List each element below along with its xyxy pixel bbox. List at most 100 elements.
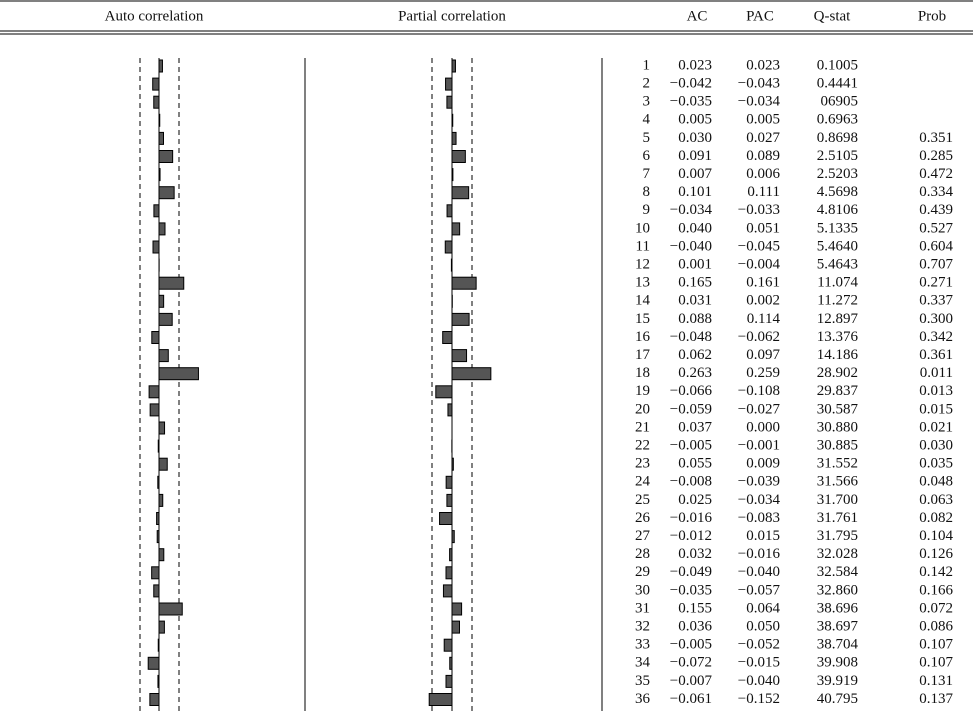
q-stat: 13.376 [817, 329, 859, 345]
pac-bar [451, 276, 477, 290]
pac-value: −0.034 [738, 492, 781, 508]
column-header: Prob [918, 8, 946, 24]
ac-value: 0.032 [678, 546, 712, 562]
pac-value: −0.057 [738, 582, 781, 598]
pac-value: 0.002 [746, 293, 780, 309]
ac-value: 0.088 [678, 311, 712, 327]
lag: 27 [635, 528, 651, 544]
pac-bar [451, 131, 457, 145]
prob: 0.013 [919, 383, 953, 399]
pac-bar [451, 59, 456, 73]
pac-value: −0.045 [738, 238, 780, 254]
ac-bar [158, 150, 174, 163]
ac-bar [158, 113, 161, 127]
prob: 0.035 [919, 456, 953, 472]
ac-value: 0.001 [678, 257, 712, 273]
pac-value: 0.259 [746, 365, 780, 381]
pac-bar [446, 95, 453, 109]
pac-bar [451, 620, 460, 634]
q-stat: 11.074 [817, 275, 858, 291]
ac-value: −0.005 [670, 637, 712, 653]
pac-value: 0.000 [746, 419, 780, 435]
pac-value: −0.034 [738, 94, 781, 110]
ac-bar [158, 620, 165, 634]
pac-bar [451, 457, 454, 471]
ac-value: 0.037 [678, 419, 712, 435]
lag: 13 [635, 275, 650, 291]
ac-value: 0.031 [678, 293, 712, 309]
pac-value: −0.083 [738, 510, 780, 526]
pac-value: 0.111 [747, 184, 780, 200]
pac-bar [451, 186, 470, 200]
pac-value: 0.161 [746, 275, 780, 291]
ac-value: −0.008 [670, 474, 712, 490]
pac-bar [446, 204, 453, 218]
q-stat: 0.6963 [817, 112, 858, 128]
prob: 0.063 [919, 492, 953, 508]
pac-bar [451, 222, 461, 236]
prob: 0.472 [919, 166, 953, 182]
q-stat: 14.186 [817, 347, 859, 363]
ac-bar [158, 421, 166, 435]
q-stat: 5.1335 [817, 220, 858, 236]
lag: 23 [635, 456, 650, 472]
q-stat: 39.908 [817, 655, 858, 671]
prob: 0.707 [919, 257, 953, 273]
lag: 35 [635, 673, 650, 689]
pac-value: −0.052 [738, 637, 780, 653]
pac-value: −0.004 [738, 257, 781, 273]
ac-value: −0.035 [670, 94, 712, 110]
lag: 24 [635, 474, 651, 490]
ac-bar [156, 512, 160, 525]
ac-bar [156, 530, 160, 544]
prob: 0.021 [919, 419, 953, 435]
ac-bar [157, 439, 160, 453]
q-stat: 39.919 [817, 673, 858, 689]
prob: 0.285 [919, 148, 953, 164]
pac-value: 0.064 [746, 600, 780, 616]
ac-bar [158, 602, 183, 616]
prob: 0.030 [919, 438, 953, 454]
lag: 32 [635, 619, 650, 635]
prob: 0.142 [919, 564, 953, 580]
pac-value: −0.027 [738, 401, 781, 417]
ac-value: 0.155 [678, 600, 712, 616]
ac-bar [158, 222, 166, 236]
ac-bar [158, 493, 164, 507]
lag: 20 [635, 401, 650, 417]
q-stat: 0.1005 [817, 57, 858, 73]
ac-value: −0.059 [670, 401, 712, 417]
ac-value: 0.005 [678, 112, 712, 128]
ac-bar [157, 674, 160, 688]
pac-bar [445, 475, 453, 489]
prob: 0.342 [919, 329, 953, 345]
pac-bar [435, 385, 453, 399]
q-stat: 38.704 [817, 637, 859, 653]
q-stat: 2.5105 [817, 148, 858, 164]
prob: 0.107 [919, 655, 953, 671]
ac-bar [158, 294, 165, 308]
lag: 16 [635, 329, 651, 345]
lag: 34 [635, 655, 651, 671]
lag: 17 [635, 347, 651, 363]
pac-value: −0.039 [738, 474, 780, 490]
pac-value: 0.006 [746, 166, 780, 182]
lag: 26 [635, 510, 651, 526]
q-stat: 32.028 [817, 546, 858, 562]
ac-bar [158, 131, 164, 145]
lag: 1 [643, 57, 651, 73]
lag: 30 [635, 582, 650, 598]
pac-value: 0.015 [746, 528, 780, 544]
q-stat: 5.4643 [817, 257, 858, 273]
q-stat: 5.4640 [817, 238, 858, 254]
prob: 0.086 [919, 619, 953, 635]
column-header: AC [687, 8, 708, 24]
lag: 9 [643, 202, 651, 218]
q-stat: 31.795 [817, 528, 858, 544]
ac-value: −0.061 [670, 691, 712, 707]
ac-bar [158, 349, 169, 363]
ac-value: 0.023 [678, 57, 712, 73]
prob: 0.011 [920, 365, 953, 381]
pac-value: −0.062 [738, 329, 780, 345]
pac-bar [445, 77, 453, 91]
